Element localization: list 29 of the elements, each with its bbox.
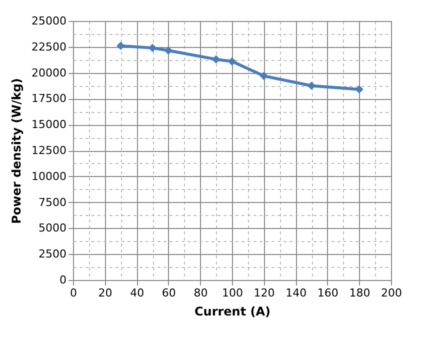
x-tick-label: 0 — [70, 286, 77, 300]
x-tick-label: 20 — [98, 286, 112, 300]
y-tick-label: 7500 — [38, 196, 66, 209]
point — [355, 85, 364, 94]
y-tick-label: 12500 — [32, 144, 66, 157]
point — [116, 42, 125, 50]
point — [260, 72, 268, 80]
x-tick-label: 120 — [254, 286, 275, 300]
x-tick-label: 200 — [381, 286, 402, 300]
point — [212, 55, 220, 64]
point — [164, 46, 173, 55]
x-tick-label: 160 — [317, 286, 338, 300]
y-tick-label: 17500 — [32, 92, 66, 106]
x-tick-label: 40 — [130, 286, 144, 300]
x-tick-label: 100 — [222, 286, 243, 300]
y-tick-label: 10000 — [32, 170, 66, 183]
y-tick-label: 2500 — [38, 248, 66, 261]
y-tick-label: 25000 — [32, 14, 66, 28]
y-axis-title: Power density (W/kg) — [10, 78, 24, 224]
x-tick-label: 140 — [286, 286, 307, 300]
x-tick-label: 80 — [194, 286, 208, 300]
y-tick-label: 20000 — [32, 66, 66, 80]
y-tick-label: 0 — [60, 274, 66, 286]
y-tick-label: 5000 — [38, 222, 66, 235]
y-tick-label: 15000 — [32, 118, 66, 132]
x-axis-title: Current (A) — [194, 304, 271, 318]
x-tick-label: 60 — [162, 286, 176, 300]
x-tick-label: 180 — [349, 286, 370, 300]
y-tick-label: 22500 — [32, 40, 66, 54]
